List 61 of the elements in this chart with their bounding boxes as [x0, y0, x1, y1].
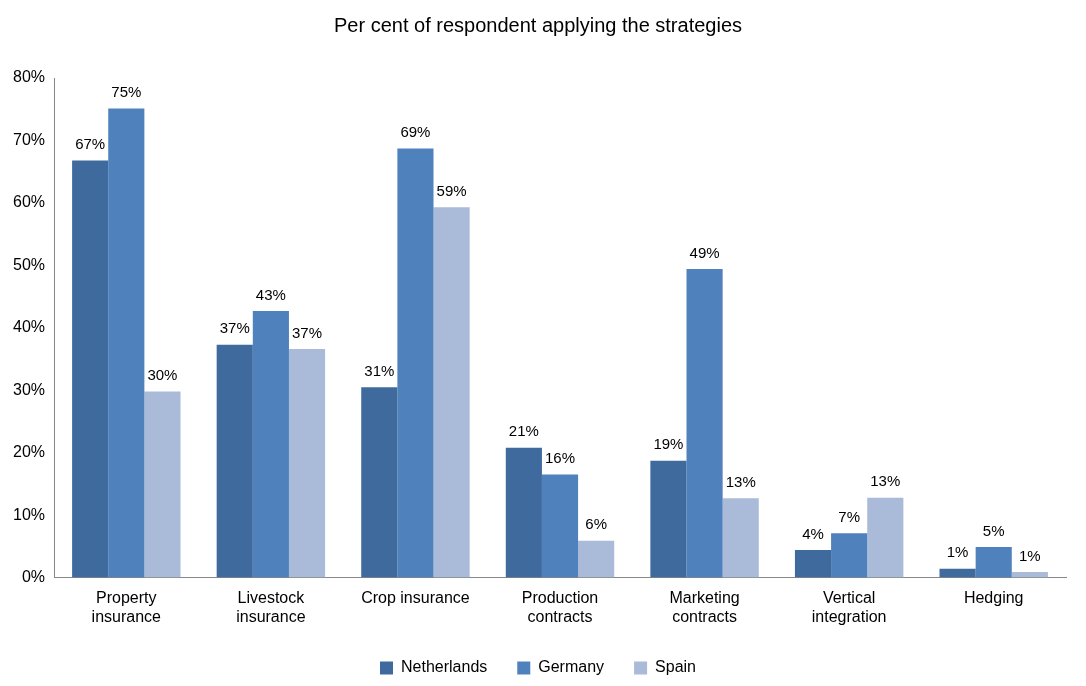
data-label: 31%: [364, 361, 395, 379]
y-tick-label: 80%: [12, 68, 46, 86]
bar: [650, 460, 687, 578]
data-label: 13%: [725, 472, 756, 490]
x-tick-label: Production contracts: [521, 588, 599, 625]
data-label: 1%: [1019, 546, 1041, 564]
x-tick-label: Marketing contracts: [669, 588, 740, 625]
data-label: 37%: [219, 319, 250, 337]
bar: [794, 550, 832, 578]
bar: [108, 108, 145, 578]
bar: [397, 148, 434, 578]
data-label: 59%: [436, 181, 467, 199]
legend-label: Germany: [538, 658, 605, 676]
bar: [975, 547, 1012, 578]
data-label: 6%: [585, 515, 607, 533]
bar: [433, 207, 470, 578]
bar: [939, 568, 976, 578]
data-label: 43%: [255, 285, 286, 303]
bar: [722, 498, 759, 578]
bar: [686, 269, 723, 578]
data-label: 75%: [111, 83, 142, 101]
legend-label: Spain: [655, 658, 696, 676]
bar: [541, 474, 579, 578]
x-tick-label: Vertical integration: [811, 588, 887, 625]
y-tick-label: 60%: [12, 193, 46, 211]
chart-title: Per cent of respondent applying the strategies: [333, 13, 743, 36]
data-label: 69%: [400, 123, 431, 141]
data-label: 30%: [147, 366, 178, 384]
x-tick-label: Property insurance: [91, 588, 162, 625]
bar: [252, 310, 289, 578]
bar: [831, 533, 868, 578]
data-label: 19%: [653, 435, 684, 453]
bar: [216, 344, 253, 578]
data-label: 67%: [75, 135, 106, 153]
data-label: 5%: [982, 521, 1005, 539]
data-label: 49%: [689, 243, 720, 261]
y-tick-label: 40%: [12, 318, 46, 336]
legend-label: Netherlands: [401, 658, 488, 676]
x-tick-label: Hedging: [963, 588, 1024, 606]
y-tick-label: 10%: [12, 505, 46, 523]
y-tick-label: 50%: [12, 255, 46, 273]
data-label: 1%: [946, 543, 969, 561]
bar: [361, 387, 398, 578]
data-label: 13%: [870, 472, 901, 490]
bar: [505, 447, 542, 578]
y-tick-label: 20%: [12, 443, 46, 461]
x-tick-label: Livestock insurance: [236, 588, 306, 625]
bar: [72, 160, 109, 578]
bar: [288, 349, 326, 578]
bar: [578, 540, 615, 578]
y-tick-label: 30%: [12, 380, 46, 398]
bar: [867, 497, 904, 578]
y-tick-label: 0%: [21, 568, 46, 586]
data-label: 16%: [545, 449, 576, 467]
bar: [144, 391, 181, 578]
data-label: 37%: [292, 323, 323, 341]
data-label: 7%: [838, 507, 860, 525]
y-tick-label: 70%: [12, 130, 46, 148]
x-tick-label: Crop insurance: [361, 588, 470, 606]
data-label: 4%: [802, 524, 824, 542]
data-label: 21%: [508, 422, 539, 440]
